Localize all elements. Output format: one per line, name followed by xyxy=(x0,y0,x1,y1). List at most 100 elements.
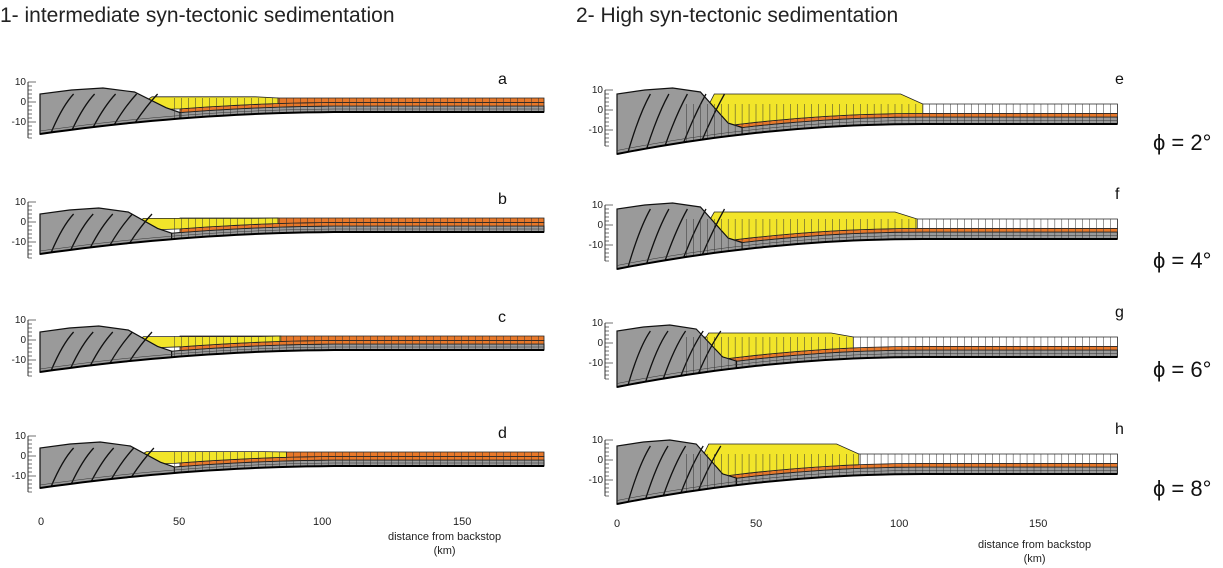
y-tick-label: 0 xyxy=(597,220,603,231)
panel-letter: c xyxy=(498,309,506,326)
thrust-fault xyxy=(627,208,651,268)
y-tick-label: 0 xyxy=(20,97,26,108)
panel-letter: e xyxy=(1115,71,1124,88)
y-tick-label: 10 xyxy=(592,200,604,211)
y-tick-label: 10 xyxy=(15,315,27,326)
basal-decollement xyxy=(616,123,1118,155)
syn-tectonic-sediment xyxy=(129,335,282,350)
panel-g: 10 0 -10 g xyxy=(560,303,1140,413)
thrust-fault xyxy=(129,213,153,244)
thrust-fault xyxy=(645,330,669,382)
y-tick-label: -10 xyxy=(589,475,604,486)
mesh-line xyxy=(616,470,1118,501)
x-tick: 100 xyxy=(890,518,909,530)
x-axis-label-line1: distance from backstop xyxy=(978,539,1092,551)
thrust-fault xyxy=(50,93,75,133)
thrust-fault xyxy=(662,330,687,379)
panel-letter: g xyxy=(1115,304,1124,321)
y-tick-label: 0 xyxy=(597,455,603,466)
thrust-fault xyxy=(130,447,155,478)
thrust-fault xyxy=(627,93,651,153)
y-tick-label: -10 xyxy=(589,240,604,251)
thrust-fault xyxy=(683,208,707,258)
thrust-fault xyxy=(627,445,651,503)
panel-letter: b xyxy=(498,191,507,208)
y-tick-label: 10 xyxy=(592,435,604,446)
y-tick-label: 10 xyxy=(592,318,604,329)
panel-b: 10 0 -10 b xyxy=(0,190,565,292)
mesh-line xyxy=(39,346,544,370)
y-tick-label: -10 xyxy=(12,117,27,128)
x-tick: 0 xyxy=(614,518,621,530)
basal-decollement xyxy=(39,231,544,255)
thrust-fault xyxy=(70,331,94,369)
thrust-fault xyxy=(646,208,670,264)
thrust-fault xyxy=(645,445,669,499)
thrust-fault xyxy=(683,93,707,143)
mesh-line xyxy=(616,353,1118,384)
thrust-fault xyxy=(50,213,75,253)
cross-section: 10 0 -10 h xyxy=(589,421,1124,505)
accretionary-wedge xyxy=(39,441,175,489)
panel-letter: h xyxy=(1115,421,1124,438)
mesh-line xyxy=(616,235,1118,266)
cross-section: 10 0 -10 e xyxy=(589,71,1124,155)
thrust-fault xyxy=(70,213,94,251)
panel-letter: f xyxy=(1115,186,1120,203)
thrust-fault xyxy=(680,445,704,494)
y-tick-label: 0 xyxy=(20,217,26,228)
panel-e: 10 0 -10 e xyxy=(560,70,1140,180)
y-tick-label: 10 xyxy=(15,77,27,88)
thrust-fault xyxy=(129,331,153,362)
thrust-fault xyxy=(701,93,726,140)
syn-tectonic-sediment xyxy=(137,96,279,111)
thrust-fault xyxy=(71,93,96,130)
x-axis-label-line2: (km) xyxy=(1023,553,1046,565)
x-tick: 150 xyxy=(1029,518,1048,530)
mesh-line xyxy=(39,462,544,486)
column-2-title: 2- High syn-tectonic sedimentation xyxy=(576,4,899,27)
x-tick: 150 xyxy=(453,516,472,528)
thrust-fault xyxy=(701,208,726,255)
y-tick-label: -10 xyxy=(12,355,27,366)
basal-decollement xyxy=(39,465,544,489)
panel-h: 10 0 -10 h xyxy=(560,420,1140,530)
x-axis-label-1: distance from backstop (km) xyxy=(388,530,501,558)
y-tick-label: 10 xyxy=(15,197,27,208)
y-tick-label: 0 xyxy=(597,105,603,116)
y-tick-label: 10 xyxy=(15,431,27,442)
panel-letter: d xyxy=(498,425,507,442)
cross-section: 10 0 -10 d xyxy=(12,425,545,493)
panel-letter: a xyxy=(498,71,507,88)
cross-section: 10 0 -10 g xyxy=(589,304,1124,388)
cross-section: 10 0 -10 c xyxy=(12,309,545,377)
basal-decollement xyxy=(39,111,544,135)
column-1-title: 1- intermediate syn-tectonic sedimentati… xyxy=(0,4,395,27)
thrust-fault xyxy=(664,93,688,146)
thrust-fault xyxy=(680,330,704,377)
cross-section: 10 0 -10 b xyxy=(12,191,545,259)
thrust-fault xyxy=(627,330,651,386)
y-tick-label: 0 xyxy=(597,338,603,349)
panel-d: 10 0 -10 d xyxy=(0,424,565,526)
y-tick-label: -10 xyxy=(12,237,27,248)
thrust-fault xyxy=(662,445,687,496)
thrust-fault xyxy=(50,331,75,371)
cross-section: 10 0 -10 f xyxy=(589,186,1120,270)
panel-f: 10 0 -10 f xyxy=(560,185,1140,295)
basal-decollement xyxy=(616,473,1118,505)
phi-label-h: ϕ = 8° xyxy=(1153,476,1212,501)
thrust-fault xyxy=(70,447,95,485)
cross-section: 10 0 -10 a xyxy=(12,71,545,139)
thrust-fault xyxy=(134,93,159,123)
x-tick: 0 xyxy=(38,516,45,528)
basal-decollement xyxy=(39,349,544,373)
y-tick-label: -10 xyxy=(589,358,604,369)
y-tick-label: 0 xyxy=(20,451,26,462)
x-axis-label-2: distance from backstop (km) xyxy=(978,538,1091,566)
y-tick-label: -10 xyxy=(589,125,604,136)
panel-a: 10 0 -10 a xyxy=(0,70,565,172)
x-tick: 50 xyxy=(750,518,763,530)
mesh-line xyxy=(616,120,1118,151)
y-tick-label: -10 xyxy=(12,471,27,482)
